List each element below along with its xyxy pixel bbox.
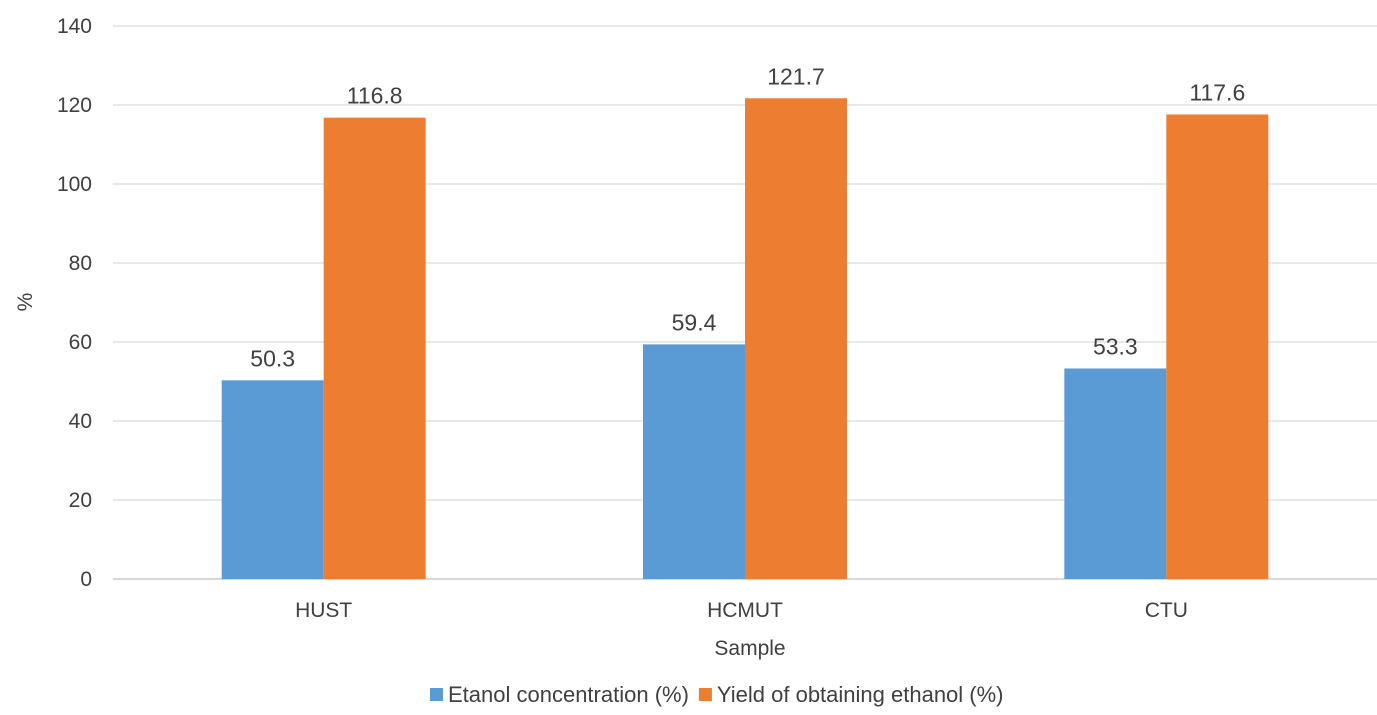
bar-yield-hcmut (745, 98, 847, 579)
bar-yield-hust (323, 117, 426, 579)
bar-etanol-concentration-hcmut (643, 344, 745, 579)
data-label: 50.3 (250, 345, 295, 371)
legend-label: Etanol concentration (%) (448, 682, 689, 707)
legend-label: Yield of obtaining ethanol (%) (717, 682, 1004, 707)
x-tick-label: CTU (1145, 599, 1188, 622)
data-label: 121.7 (767, 63, 825, 89)
data-labels: 50.3 116.8 59.4 121.7 53.3 117.6 (250, 63, 1245, 371)
x-tick-label: HUST (295, 599, 352, 622)
legend: Etanol concentration (%) Yield of obtaini… (430, 682, 1004, 707)
bar-yield-ctu (1166, 114, 1269, 579)
bar-etanol-concentration-ctu (1064, 368, 1167, 579)
bars (221, 98, 1269, 579)
y-tick-label: 40 (69, 410, 92, 433)
bar-etanol-concentration-hust (221, 380, 324, 579)
y-tick-label: 80 (69, 252, 92, 275)
x-axis-ticks: HUST HCMUT CTU (295, 599, 1188, 622)
y-tick-label: 140 (57, 15, 92, 38)
legend-swatch-etanol-concentration (430, 688, 443, 701)
data-label: 59.4 (672, 309, 717, 335)
y-tick-label: 20 (69, 489, 92, 512)
y-tick-label: 0 (80, 568, 92, 591)
data-label: 117.6 (1189, 79, 1245, 105)
x-axis-title: Sample (714, 637, 785, 660)
data-label: 53.3 (1093, 333, 1138, 359)
legend-swatch-yield (698, 688, 712, 701)
y-tick-label: 120 (57, 94, 92, 117)
y-axis-title: % (14, 293, 37, 312)
y-tick-label: 60 (69, 331, 92, 354)
y-tick-label: 100 (57, 173, 92, 196)
data-label: 116.8 (347, 83, 403, 109)
x-tick-label: HCMUT (707, 599, 783, 622)
y-axis-ticks: 0 20 40 60 80 100 120 140 (57, 15, 92, 591)
